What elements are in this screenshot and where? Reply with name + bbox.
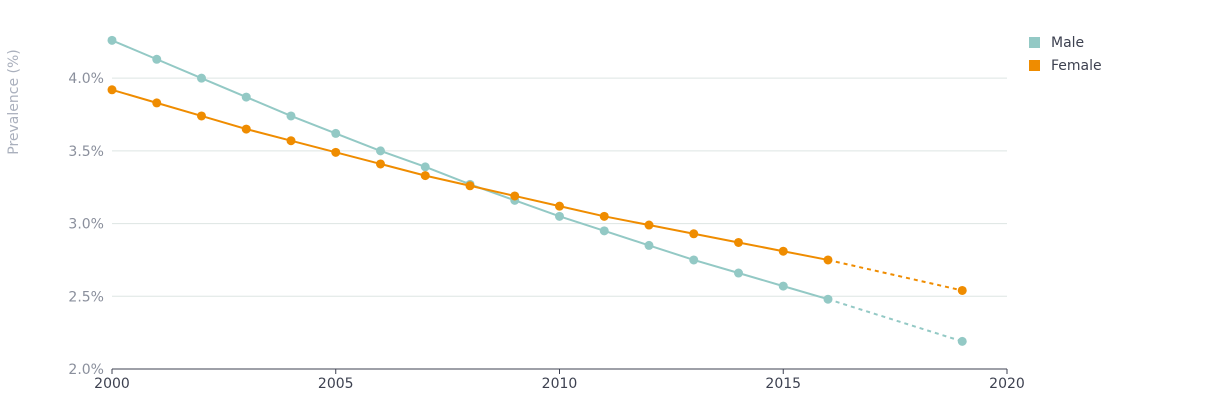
legend[interactable]: Male Female [1029, 35, 1102, 74]
y-tick-label: 2.0% [68, 362, 104, 378]
y-axis-ticks: 2.0% 2.5% 3.0% 3.5% 4.0% [68, 71, 104, 378]
data-point-male[interactable] [599, 226, 609, 236]
data-point-female[interactable] [376, 159, 385, 169]
y-tick-label: 2.5% [68, 289, 104, 305]
data-point-male[interactable] [152, 54, 162, 64]
gridlines [112, 77, 1007, 297]
data-point-female[interactable] [241, 124, 251, 134]
x-tick-label: 2010 [542, 376, 578, 392]
data-point-female[interactable] [644, 220, 654, 230]
data-point-female[interactable] [555, 201, 564, 211]
legend-swatch [1029, 37, 1040, 48]
series-male [107, 35, 967, 346]
y-tick-label: 3.0% [68, 217, 104, 233]
data-point-female[interactable] [107, 85, 117, 95]
x-tick-label: 2015 [765, 376, 801, 392]
data-point-male[interactable] [644, 240, 654, 250]
x-axis-ticks: 2000 2005 2010 2015 2020 [94, 369, 1025, 392]
legend-item-male[interactable]: Male [1029, 35, 1084, 51]
data-point-female[interactable] [599, 211, 609, 221]
series-line-female [111, 88, 829, 261]
series-female [107, 85, 967, 295]
y-tick-label: 4.0% [68, 71, 104, 87]
data-point-male[interactable] [555, 211, 564, 221]
series-projection-male [827, 298, 963, 343]
data-point-male[interactable] [197, 73, 206, 83]
data-point-male[interactable] [957, 336, 967, 346]
data-point-female[interactable] [823, 255, 833, 265]
series-line-male [111, 39, 829, 301]
y-axis-title: Prevalence (%) [6, 49, 22, 155]
data-point-male[interactable] [823, 294, 833, 304]
data-point-female[interactable] [197, 111, 206, 121]
legend-item-female[interactable]: Female [1029, 58, 1102, 74]
x-tick-label: 2005 [318, 376, 354, 392]
legend-label: Male [1051, 35, 1084, 51]
series-projection-female [827, 258, 963, 292]
data-point-male[interactable] [420, 162, 430, 172]
y-tick-label: 3.5% [68, 144, 104, 160]
data-point-male[interactable] [689, 255, 699, 265]
data-point-male[interactable] [734, 268, 743, 278]
data-point-male[interactable] [241, 92, 251, 102]
data-point-female[interactable] [152, 98, 162, 108]
data-point-female[interactable] [465, 181, 475, 191]
legend-swatch [1029, 60, 1040, 71]
data-point-male[interactable] [778, 281, 788, 291]
legend-label: Female [1051, 58, 1102, 74]
data-point-male[interactable] [286, 111, 296, 121]
data-point-female[interactable] [778, 246, 788, 256]
data-point-male[interactable] [107, 35, 117, 45]
data-point-female[interactable] [420, 171, 430, 181]
data-point-female[interactable] [957, 285, 967, 295]
data-point-male[interactable] [331, 128, 341, 138]
data-point-female[interactable] [689, 229, 699, 239]
data-point-male[interactable] [376, 146, 385, 156]
series-group [107, 35, 967, 346]
data-point-female[interactable] [331, 147, 341, 157]
x-tick-label: 2020 [989, 376, 1025, 392]
data-point-female[interactable] [510, 191, 520, 201]
data-point-female[interactable] [286, 136, 296, 146]
data-point-female[interactable] [734, 237, 743, 247]
x-tick-label: 2000 [94, 376, 130, 392]
